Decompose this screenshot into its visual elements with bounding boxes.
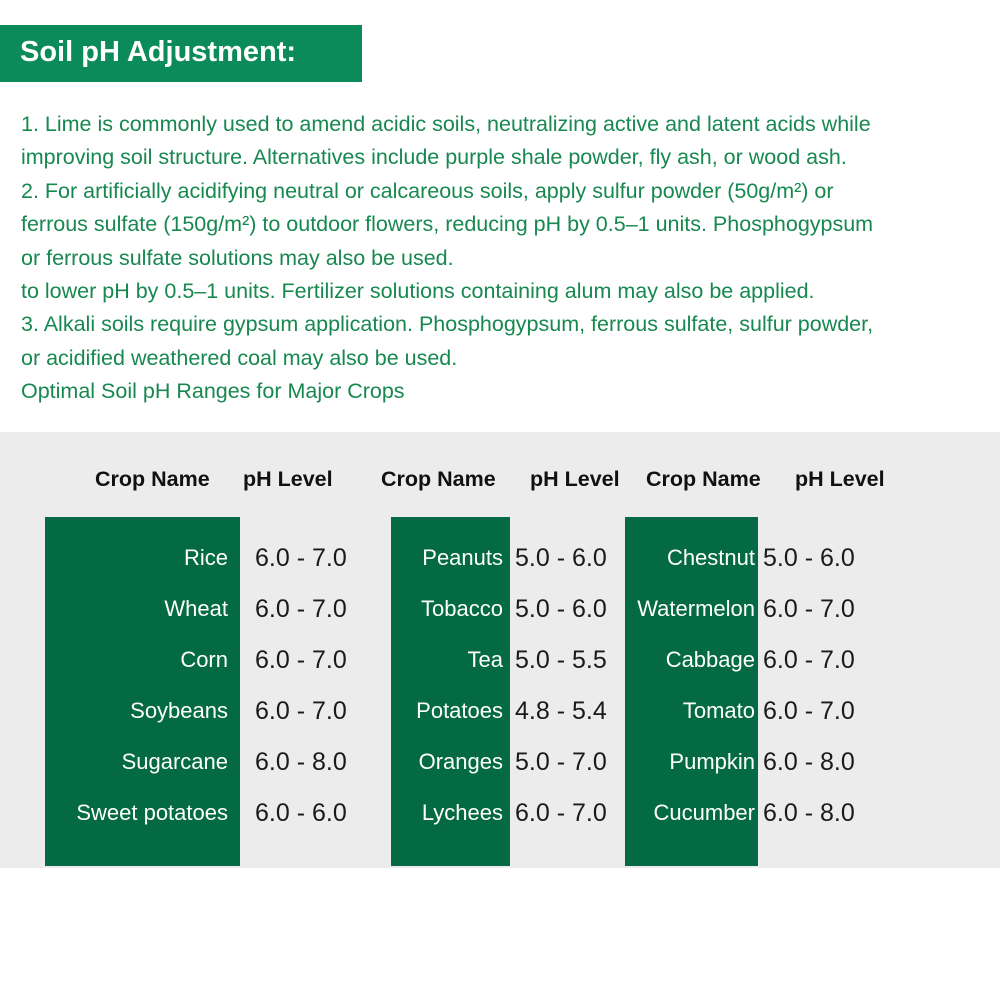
ph-level: 6.0 - 7.0 xyxy=(255,646,347,674)
paragraph-line: Optimal Soil pH Ranges for Major Crops xyxy=(21,379,405,404)
ph-level: 5.0 - 7.0 xyxy=(515,748,607,776)
column-header: pH Level xyxy=(795,467,885,491)
column-header: Crop Name xyxy=(646,467,761,491)
crop-name: Wheat xyxy=(164,596,228,621)
crop-column-box xyxy=(45,517,240,866)
crop-name: Chestnut xyxy=(666,545,755,570)
column-header: Crop Name xyxy=(381,467,496,491)
crop-name: Peanuts xyxy=(422,545,503,570)
paragraph-line: 1. Lime is commonly used to amend acidic… xyxy=(21,112,871,136)
crop-name: Corn xyxy=(180,647,228,672)
crop-name: Tomato xyxy=(682,698,755,723)
ph-level: 6.0 - 7.0 xyxy=(255,595,347,623)
crop-name: Sugarcane xyxy=(121,749,228,774)
ph-level: 6.0 - 7.0 xyxy=(763,697,855,725)
ph-level: 6.0 - 7.0 xyxy=(763,646,855,674)
crop-column-box xyxy=(391,517,510,866)
paragraph-line: or ferrous sulfate solutions may also be… xyxy=(21,245,454,270)
ph-level: 5.0 - 6.0 xyxy=(515,544,607,572)
ph-level: 6.0 - 7.0 xyxy=(515,799,607,827)
crop-column-box xyxy=(625,517,758,866)
crop-name: Soybeans xyxy=(130,698,228,723)
crop-name: Cabbage xyxy=(665,647,755,672)
crop-name: Tobacco xyxy=(421,596,503,621)
ph-level: 5.0 - 5.5 xyxy=(515,646,607,674)
crop-name: Cucumber xyxy=(653,800,755,825)
ph-level: 6.0 - 8.0 xyxy=(763,748,855,776)
crop-name: Lychees xyxy=(421,800,503,825)
ph-level: 4.8 - 5.4 xyxy=(515,697,607,725)
column-header: pH Level xyxy=(530,467,620,491)
paragraph-line: to lower pH by 0.5–1 units. Fertilizer s… xyxy=(21,279,815,303)
ph-level: 5.0 - 6.0 xyxy=(515,595,607,623)
crop-name: Sweet potatoes xyxy=(76,800,228,825)
column-header: Crop Name xyxy=(95,467,210,491)
ph-level: 5.0 - 6.0 xyxy=(763,544,855,572)
paragraph-line: improving soil structure. Alternatives i… xyxy=(21,145,847,170)
ph-level: 6.0 - 7.0 xyxy=(255,544,347,572)
ph-level: 6.0 - 8.0 xyxy=(255,748,347,776)
ph-level: 6.0 - 6.0 xyxy=(255,799,347,827)
crop-name: Rice xyxy=(183,545,228,570)
ph-level: 6.0 - 7.0 xyxy=(255,697,347,725)
crop-name: Watermelon xyxy=(637,596,755,621)
title-banner xyxy=(0,25,362,82)
crop-name: Tea xyxy=(467,647,503,672)
paragraph-line: 2. For artificially acidifying neutral o… xyxy=(21,178,834,203)
ph-level: 6.0 - 8.0 xyxy=(763,799,855,827)
ph-level: 6.0 - 7.0 xyxy=(763,595,855,623)
column-header: pH Level xyxy=(243,467,333,491)
paragraph-line: ferrous sulfate (150g/m²) to outdoor flo… xyxy=(21,212,874,237)
title: Soil pH Adjustment: xyxy=(20,36,297,68)
crop-name: Potatoes xyxy=(416,698,503,723)
paragraph-line: or acidified weathered coal may also be … xyxy=(21,345,458,370)
crop-name: Pumpkin xyxy=(669,749,755,774)
crop-name: Oranges xyxy=(418,749,503,774)
paragraph-line: 3. Alkali soils require gypsum applicati… xyxy=(21,312,874,337)
